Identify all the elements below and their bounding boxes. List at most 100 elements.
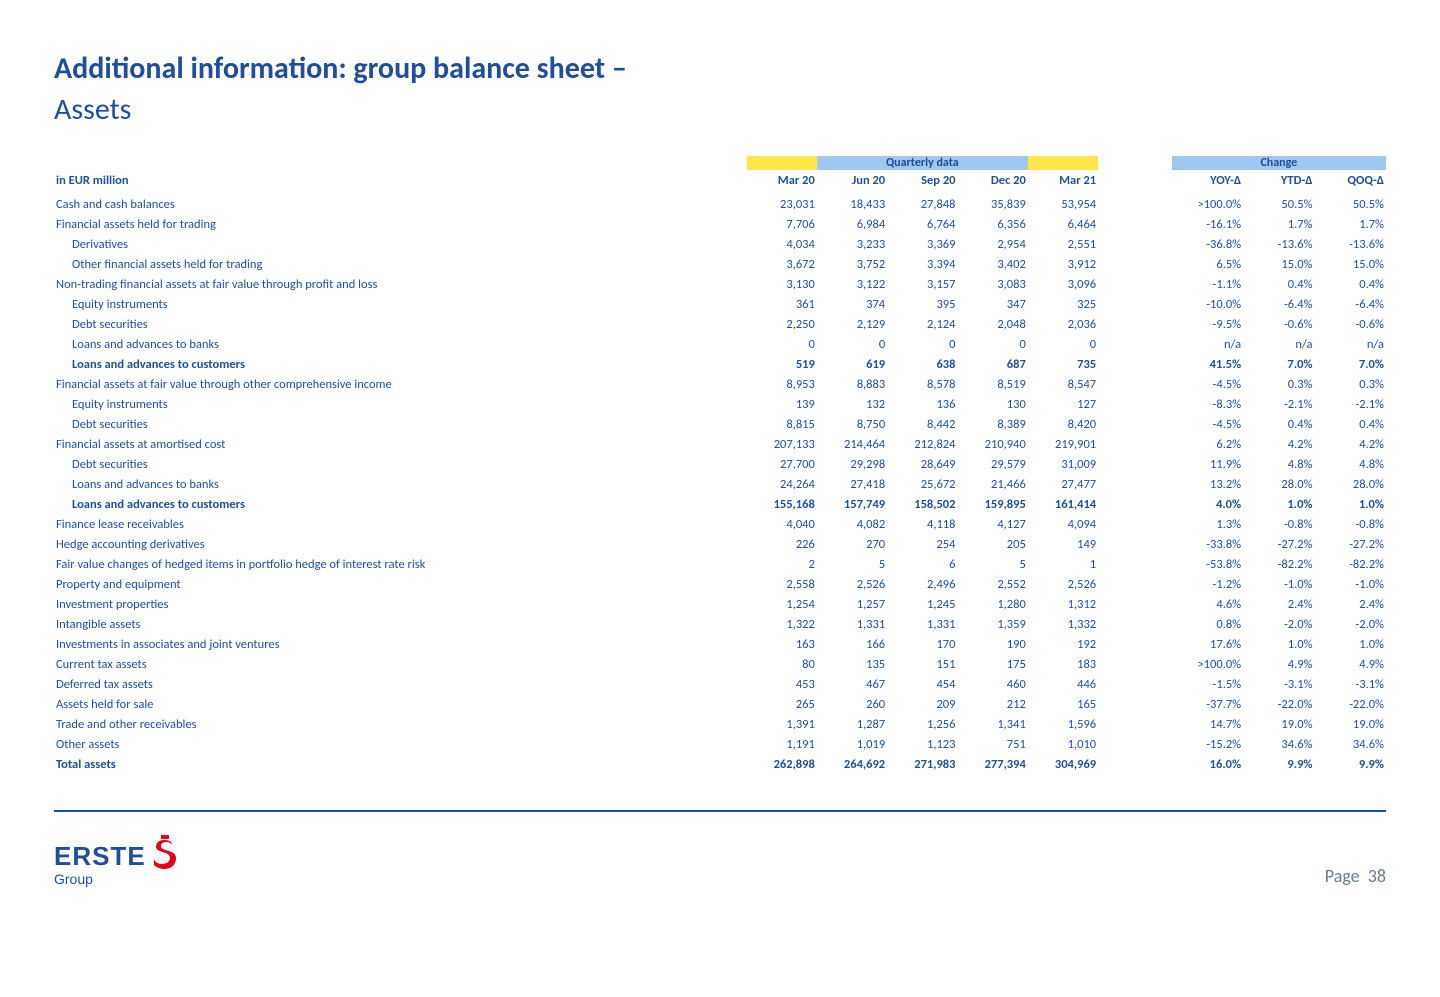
footer-separator xyxy=(54,810,1386,812)
cell-value: 24,264 xyxy=(747,474,817,494)
cell-value: 210,940 xyxy=(957,434,1027,454)
cell-change: 17.6% xyxy=(1172,634,1243,654)
cell-change: -1.5% xyxy=(1172,674,1243,694)
cell-change: -33.8% xyxy=(1172,534,1243,554)
cell-value: 1,341 xyxy=(957,714,1027,734)
cell-value: 8,750 xyxy=(817,414,887,434)
row-label: Current tax assets xyxy=(54,654,747,674)
cell-change: -15.2% xyxy=(1172,734,1243,754)
cell-value: 192 xyxy=(1028,634,1098,654)
cell-value: 170 xyxy=(887,634,957,654)
table-row: Investments in associates and joint vent… xyxy=(54,634,1386,654)
cell-value: 135 xyxy=(817,654,887,674)
cell-value: 205 xyxy=(957,534,1027,554)
logo-subtext: Group xyxy=(54,871,93,887)
row-label: Debt securities xyxy=(54,314,747,334)
cell-change: -1.2% xyxy=(1172,574,1243,594)
cell-change: 15.0% xyxy=(1315,254,1386,274)
cell-value: 6,356 xyxy=(957,214,1027,234)
cell-change: 0.4% xyxy=(1315,414,1386,434)
cell-change: 9.9% xyxy=(1243,754,1314,774)
cell-value: 3,912 xyxy=(1028,254,1098,274)
row-label: Fair value changes of hedged items in po… xyxy=(54,554,747,574)
cell-value: 1,331 xyxy=(817,614,887,634)
cell-change: -6.4% xyxy=(1243,294,1314,314)
cell-value: 3,130 xyxy=(747,274,817,294)
cell-value: 453 xyxy=(747,674,817,694)
cell-value: 262,898 xyxy=(747,754,817,774)
cell-value: 3,122 xyxy=(817,274,887,294)
row-label: Property and equipment xyxy=(54,574,747,594)
change-band: Change xyxy=(1243,156,1314,170)
cell-value: 132 xyxy=(817,394,887,414)
cell-value: 0 xyxy=(1028,334,1098,354)
cell-change: 4.2% xyxy=(1243,434,1314,454)
unit-label: in EUR million xyxy=(54,170,747,194)
balance-sheet-table: Quarterly data Change in EUR million Mar… xyxy=(54,156,1386,774)
cell-value: 4,034 xyxy=(747,234,817,254)
cell-change: 1.0% xyxy=(1243,494,1314,514)
cell-value: 735 xyxy=(1028,354,1098,374)
cell-change: 15.0% xyxy=(1243,254,1314,274)
table-row: Other assets1,1911,0191,1237511,010-15.2… xyxy=(54,734,1386,754)
cell-value: 6 xyxy=(887,554,957,574)
cell-value: 1 xyxy=(1028,554,1098,574)
footer: ERSTE Group Page 38 xyxy=(54,835,1386,887)
table-row: Total assets262,898264,692271,983277,394… xyxy=(54,754,1386,774)
cell-change: -4.5% xyxy=(1172,414,1243,434)
cell-change: 4.8% xyxy=(1243,454,1314,474)
row-label: Debt securities xyxy=(54,454,747,474)
cell-change: -2.0% xyxy=(1315,614,1386,634)
cell-value: 1,596 xyxy=(1028,714,1098,734)
row-label: Other financial assets held for trading xyxy=(54,254,747,274)
cell-change: 34.6% xyxy=(1243,734,1314,754)
cell-change: 7.0% xyxy=(1315,354,1386,374)
table-row: Cash and cash balances23,03118,43327,848… xyxy=(54,194,1386,214)
cell-change: -82.2% xyxy=(1315,554,1386,574)
cell-change: 34.6% xyxy=(1315,734,1386,754)
row-label: Financial assets held for trading xyxy=(54,214,747,234)
cell-value: 1,019 xyxy=(817,734,887,754)
cell-value: 638 xyxy=(887,354,957,374)
cell-value: 446 xyxy=(1028,674,1098,694)
cell-value: 2,124 xyxy=(887,314,957,334)
table-row: Loans and advances to customers519619638… xyxy=(54,354,1386,374)
cell-value: 53,954 xyxy=(1028,194,1098,214)
row-label: Financial assets at amortised cost xyxy=(54,434,747,454)
row-label: Equity instruments xyxy=(54,394,747,414)
cell-change: 4.8% xyxy=(1315,454,1386,474)
cell-value: 8,883 xyxy=(817,374,887,394)
cell-value: 139 xyxy=(747,394,817,414)
row-label: Equity instruments xyxy=(54,294,747,314)
table-row: Debt securities2,2502,1292,1242,0482,036… xyxy=(54,314,1386,334)
cell-value: 27,848 xyxy=(887,194,957,214)
cell-value: 149 xyxy=(1028,534,1098,554)
cell-value: 271,983 xyxy=(887,754,957,774)
col-sep20: Sep 20 xyxy=(887,170,957,194)
cell-value: 166 xyxy=(817,634,887,654)
cell-value: 27,477 xyxy=(1028,474,1098,494)
cell-value: 8,578 xyxy=(887,374,957,394)
cell-change: 28.0% xyxy=(1315,474,1386,494)
cell-change: -27.2% xyxy=(1243,534,1314,554)
cell-value: 163 xyxy=(747,634,817,654)
col-mar21: Mar 21 xyxy=(1028,170,1098,194)
quarterly-band: Quarterly data xyxy=(817,156,1028,170)
cell-value: 2,954 xyxy=(957,234,1027,254)
cell-change: 50.5% xyxy=(1315,194,1386,214)
cell-value: 3,157 xyxy=(887,274,957,294)
cell-value: 165 xyxy=(1028,694,1098,714)
col-qoq: QOQ-Δ xyxy=(1315,170,1386,194)
cell-change: -0.6% xyxy=(1243,314,1314,334)
cell-value: 619 xyxy=(817,354,887,374)
cell-change: -1.1% xyxy=(1172,274,1243,294)
cell-value: 260 xyxy=(817,694,887,714)
cell-change: 14.7% xyxy=(1172,714,1243,734)
cell-value: 8,519 xyxy=(957,374,1027,394)
cell-value: 214,464 xyxy=(817,434,887,454)
cell-value: 136 xyxy=(887,394,957,414)
cell-change: -2.1% xyxy=(1243,394,1314,414)
table-row: Finance lease receivables4,0404,0824,118… xyxy=(54,514,1386,534)
cell-value: 0 xyxy=(747,334,817,354)
cell-change: 50.5% xyxy=(1243,194,1314,214)
